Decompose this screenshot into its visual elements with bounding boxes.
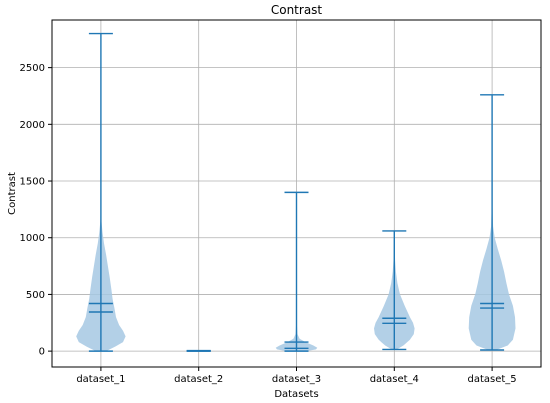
x-tick-label: dataset_1	[76, 374, 125, 385]
y-tick-label: 2000	[20, 120, 45, 131]
x-tick-label: dataset_4	[370, 374, 419, 385]
violin-layer	[76, 32, 516, 352]
x-axis-label: Datasets	[274, 389, 318, 400]
y-tick-label: 0	[39, 347, 45, 358]
violin-dataset_5	[468, 94, 516, 351]
violin-dataset_2	[186, 349, 211, 352]
violin-dataset_4	[374, 230, 415, 351]
violin-dataset_3	[275, 191, 318, 352]
x-tick-label: dataset_5	[468, 374, 517, 385]
y-axis-label: Contrast	[7, 172, 18, 215]
y-tick-label: 1000	[20, 233, 45, 244]
y-tick-label: 1500	[20, 177, 45, 188]
chart-title: Contrast	[271, 3, 323, 17]
y-tick-label: 2500	[20, 63, 45, 74]
x-tick-label: dataset_3	[272, 374, 321, 385]
x-tick-label: dataset_2	[174, 374, 223, 385]
y-tick-label: 500	[26, 290, 45, 301]
tick-layer: 0 500 1000 1500 2000 2500 dataset_1 dataset_2 da…	[20, 63, 517, 385]
violin-dataset_1	[76, 32, 126, 352]
